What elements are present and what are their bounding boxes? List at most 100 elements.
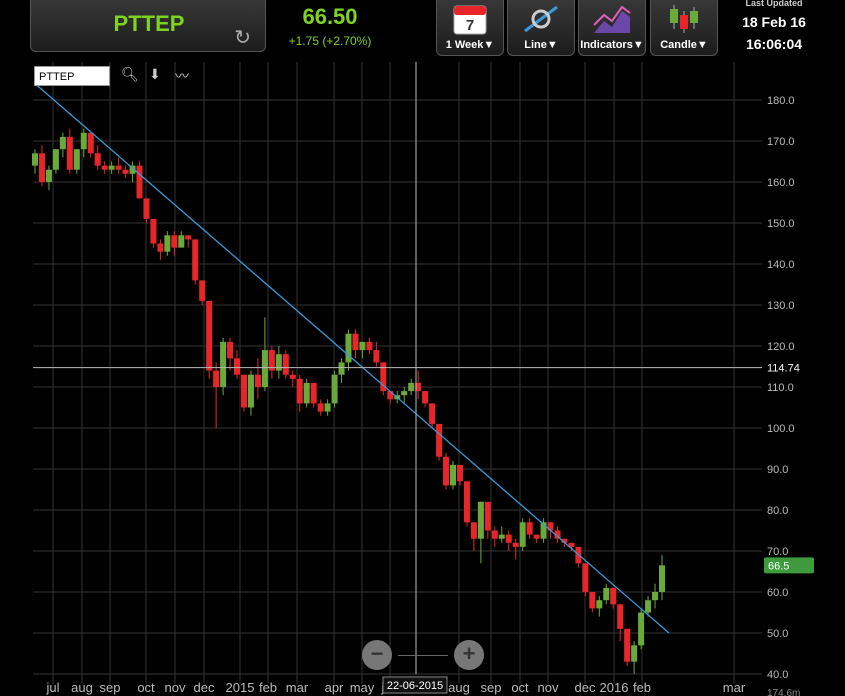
candle-body [310,382,317,404]
x-axis: julaugsepoctnovdec2015febmaraprmayjunaug… [45,680,745,695]
candle-body [645,600,652,613]
line-tool-button[interactable]: Line▼ [507,0,575,56]
indicators-button[interactable]: Indicators▼ [578,0,646,56]
candle-body [463,481,470,523]
candle-body [631,645,638,662]
candle-body [129,165,136,174]
candle-body [505,534,512,543]
candle-body [624,628,631,662]
candle-body [171,235,178,248]
symbol-input[interactable]: PTTEP [34,66,110,86]
candle-body [638,612,645,646]
line-label: Line▼ [524,39,558,51]
x-tick-label: dec [194,680,215,695]
candle-body [561,538,568,543]
y-tick-label: 120.0 [767,341,795,353]
y-tick-label: 140.0 [767,259,795,271]
candle-body [519,522,526,547]
candle-body [150,218,157,244]
candle-body [87,132,94,154]
x-tick-label: sep [481,680,502,695]
y-tick-label: 150.0 [767,218,795,230]
candle-body [241,374,247,408]
candle-body [59,136,66,150]
candle-body [324,403,331,412]
y-axis: 180.0 170.0 160.0 150.0 140.0 130.0 120.0 110.0… [767,95,800,696]
candle-body [659,565,665,592]
y-tick-label: 100.0 [767,423,795,435]
y-tick-label: 50.0 [767,628,788,640]
candle-body [470,522,477,539]
draw-icon[interactable]: 〰 [175,68,189,84]
price-change: +1.75 (+2.70%) [288,34,372,48]
candle-body [108,165,115,170]
interval-label: 1 Week▼ [445,39,495,51]
candle-body [526,522,533,535]
candle-body [512,542,519,547]
x-tick-label: dec [575,680,596,695]
candle-body [387,391,394,400]
candle-body [101,165,108,170]
chart-type-button[interactable]: Candle▼ [650,0,718,56]
candle-body [380,362,387,392]
last-updated-label: Last Updated [745,0,803,8]
candlestick-icon [664,3,704,40]
crosshair-value-label: 114.74 [767,363,800,375]
x-tick-label: feb [259,680,277,695]
candle-body [331,374,338,404]
crosshair-date-box [382,676,448,694]
candle-body [610,587,617,605]
x-tick-label: aug [448,680,470,695]
candle-body [338,362,345,375]
indicators-label: Indicators▼ [580,39,644,51]
candle-body [422,391,429,404]
candle-body [498,534,505,539]
candle-body [32,153,38,166]
refresh-icon[interactable]: ↻ [234,27,251,49]
candle-body [554,530,561,539]
candle-body [261,350,268,387]
candle-body [533,534,540,539]
candle-body [589,592,596,609]
candle-body [652,592,659,601]
price-chart[interactable]: 180.0 170.0 160.0 150.0 140.0 130.0 120.0 110.0… [0,62,845,696]
calendar-day: 7 [466,17,474,34]
download-icon[interactable]: ⬇ [149,66,161,82]
interval-button[interactable]: 7 1 Week▼ [436,0,504,56]
x-tick-label: sep [100,680,121,695]
y-tick-label: 90.0 [767,464,788,476]
candle-body [429,403,436,424]
candle-body [296,378,303,404]
candle-body [345,333,352,363]
candle-body [73,149,80,170]
volume-label: 174.6m [767,688,800,696]
zoom-out-button[interactable]: − [362,640,392,670]
x-tick-label: oct [137,680,155,695]
calendar-icon: 7 [453,3,487,40]
symbol-button[interactable]: PTTEP ↻ [30,0,266,52]
candle-body [143,198,150,219]
candle-body [540,522,547,539]
candle-body [192,239,199,281]
search-icon[interactable]: 🔍︎ [121,66,139,82]
candle-body [450,464,456,486]
candle-body [234,358,241,375]
candle-body [38,153,45,182]
y-tick-label: 160.0 [767,177,795,189]
zoom-in-button[interactable]: + [454,640,484,670]
x-tick-label: nov [538,680,559,695]
last-price: 66.50 [302,4,358,29]
symbol-label: PTTEP [113,11,185,36]
candle-body [45,169,52,182]
candle-label: Candle▼ [660,39,708,51]
candle-body [80,132,87,150]
candle-body [289,374,296,379]
candle-body [415,382,422,392]
x-tick-label: mar [286,680,309,695]
y-tick-label: 170.0 [767,136,795,148]
x-tick-label: feb [633,680,651,695]
candle-body [178,235,185,248]
candle-body [282,354,289,375]
candle-body [206,300,213,371]
candle-body [268,350,275,371]
